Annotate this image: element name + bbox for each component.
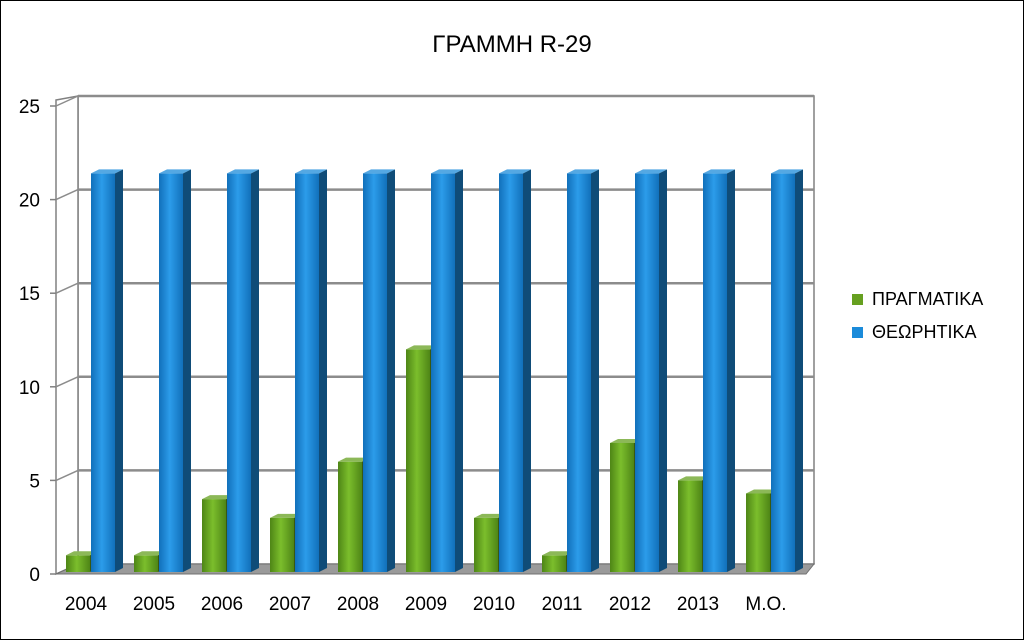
bar-front — [474, 517, 498, 572]
bar-front — [678, 480, 702, 572]
bars — [66, 169, 803, 572]
bar-front — [159, 173, 183, 572]
gridline-side — [55, 282, 79, 294]
x-tick-label: 2013 — [677, 594, 719, 615]
y-axis: 0 5 10 15 20 25 — [19, 97, 56, 586]
bar-front — [91, 173, 115, 572]
bar-top — [703, 169, 735, 174]
bar-top — [159, 169, 191, 174]
gridline-side — [55, 95, 79, 107]
bar-front — [431, 173, 455, 572]
bar-top — [202, 495, 234, 500]
gridline-side — [55, 188, 79, 201]
bar-front — [202, 499, 226, 572]
bar-front — [227, 173, 251, 572]
bar-theoretical-0 — [91, 169, 123, 572]
bar-top — [542, 551, 574, 556]
y-tick-label: 15 — [19, 284, 40, 305]
bar-front — [363, 173, 387, 572]
bar-front — [406, 349, 430, 572]
bar-front — [746, 493, 770, 572]
legend-label: ΠΡΑΓΜΑΤΙΚΑ — [872, 289, 983, 309]
y-tick-label: 20 — [19, 191, 40, 212]
x-axis: 2004 2005 2006 2007 2008 2009 2010 2011 2012 2013… — [65, 594, 787, 615]
bar-front — [542, 555, 566, 572]
y-tick-label: 25 — [19, 97, 40, 118]
bar-side — [591, 169, 599, 572]
bar-front — [270, 517, 294, 572]
bar-side — [659, 169, 667, 572]
bar-front — [338, 461, 362, 572]
x-tick-label: 2006 — [201, 594, 243, 615]
y-tick-label: 5 — [29, 471, 40, 492]
x-tick-label: 2009 — [405, 594, 447, 615]
bar-side — [251, 169, 259, 572]
x-tick-label: 2010 — [473, 594, 515, 615]
bar-top — [499, 169, 531, 174]
bar-theoretical-7 — [567, 169, 599, 572]
bar-top — [771, 169, 803, 174]
x-tick-label: 2011 — [542, 594, 583, 615]
bar-theoretical-2 — [227, 169, 259, 572]
x-tick-label: 2007 — [269, 594, 311, 615]
bar-theoretical-10 — [771, 169, 803, 572]
bar-top — [363, 169, 395, 174]
bar-side — [387, 169, 395, 572]
bar-top — [406, 345, 438, 350]
gridline-side — [55, 376, 79, 388]
bar-top — [270, 513, 302, 518]
bar-theoretical-3 — [295, 169, 327, 572]
bar-front — [499, 173, 523, 572]
bar-theoretical-1 — [159, 169, 191, 572]
bar-front — [610, 442, 634, 572]
bar-top — [567, 169, 599, 174]
bar-side — [727, 169, 735, 572]
bar-theoretical-4 — [363, 169, 395, 572]
bar-theoretical-8 — [635, 169, 667, 572]
bar-top — [610, 438, 642, 443]
y-tick-label: 10 — [19, 378, 40, 399]
bar-theoretical-5 — [431, 169, 463, 572]
bar-side — [115, 169, 123, 572]
bar-side — [319, 169, 327, 572]
bar-top — [134, 551, 166, 556]
gridline-side — [55, 469, 79, 482]
bar-top — [91, 169, 123, 174]
bar-side — [183, 169, 191, 572]
bar-front — [295, 173, 319, 572]
bar-front — [567, 173, 591, 572]
bar-top — [295, 169, 327, 174]
legend-swatch — [852, 327, 863, 338]
bar-theoretical-6 — [499, 169, 531, 572]
bar-front — [134, 555, 158, 572]
bar-side — [795, 169, 803, 572]
chart-title: ΓΡΑΜΜΗ R-29 — [432, 31, 591, 58]
bar-top — [678, 476, 710, 481]
legend-label: ΘΕΩΡΗΤΙΚΑ — [872, 322, 976, 342]
x-tick-label: Μ.Ο. — [745, 594, 786, 615]
bar-front — [771, 173, 795, 572]
x-tick-label: 2008 — [337, 594, 379, 615]
bar-top — [66, 551, 98, 556]
x-tick-label: 2012 — [609, 594, 651, 615]
bar-top — [474, 513, 506, 518]
bar-side — [455, 169, 463, 572]
bar-theoretical-9 — [703, 169, 735, 572]
legend-swatch — [852, 294, 863, 305]
legend: ΠΡΑΓΜΑΤΙΚΑ ΘΕΩΡΗΤΙΚΑ — [852, 289, 983, 342]
bar-front — [66, 555, 90, 572]
x-tick-label: 2004 — [65, 594, 108, 615]
bar-top — [746, 489, 778, 494]
bar-top — [635, 169, 667, 174]
bar-front — [703, 173, 727, 572]
bar-top — [338, 457, 370, 462]
x-tick-label: 2005 — [133, 594, 175, 615]
side-wall — [55, 95, 79, 576]
y-tick-label: 0 — [29, 565, 40, 586]
bar-top — [227, 169, 259, 174]
bar-front — [635, 173, 659, 572]
bar-side — [523, 169, 531, 572]
bar-top — [431, 169, 463, 174]
